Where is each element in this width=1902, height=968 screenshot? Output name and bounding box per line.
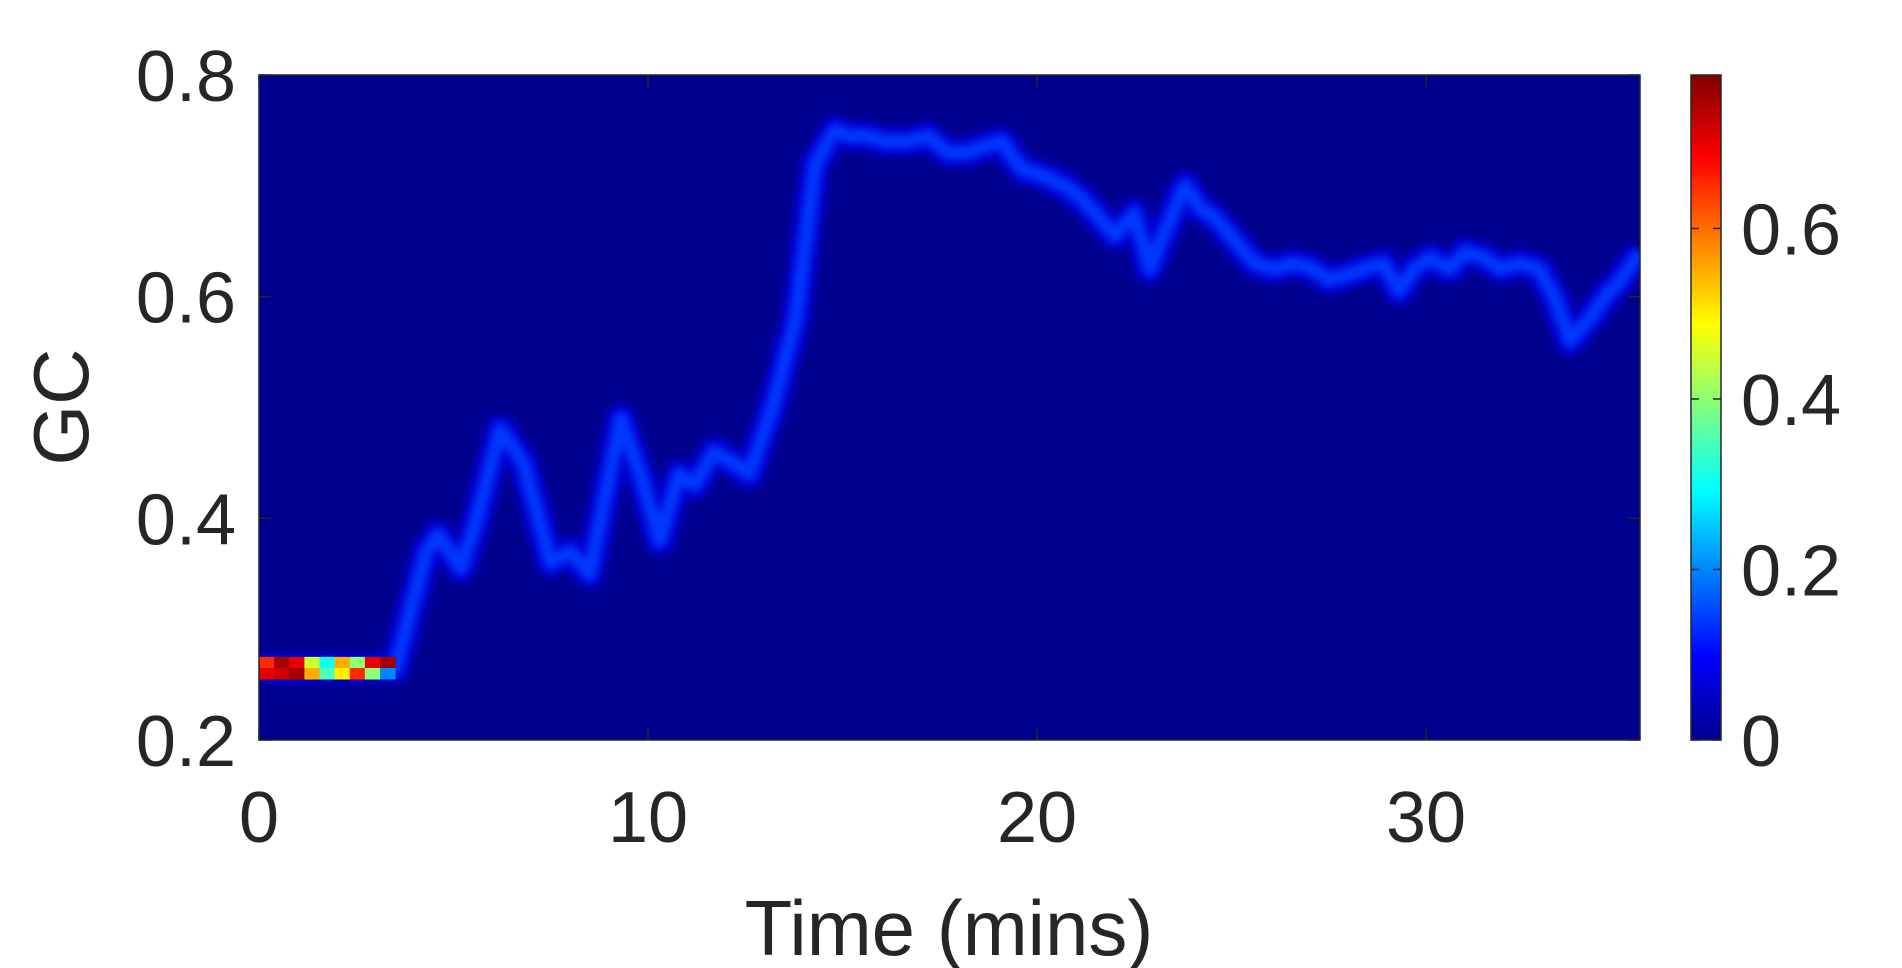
x-axis-label: Time (mins) xyxy=(745,884,1154,968)
heatmap-background xyxy=(259,75,1640,740)
initial-cell xyxy=(364,668,381,680)
initial-segment xyxy=(259,656,396,680)
initial-cell xyxy=(380,668,396,680)
colorbar-tick-label: 0 xyxy=(1741,702,1781,782)
initial-cell xyxy=(364,656,381,669)
initial-cell xyxy=(289,656,305,669)
band-core xyxy=(259,123,1640,675)
initial-cell xyxy=(349,656,366,669)
x-tick-label: 0 xyxy=(239,778,279,858)
initial-cell xyxy=(334,668,351,680)
colorbar-tick-label: 0.6 xyxy=(1741,190,1841,270)
y-axis-label: GC xyxy=(17,349,105,466)
initial-cell xyxy=(319,668,336,680)
initial-cell xyxy=(259,656,275,669)
initial-cell xyxy=(334,656,351,669)
y-tick-label: 0.8 xyxy=(136,37,236,117)
colorbar-ticks: 0 0.2 0.4 0.6 xyxy=(1691,190,1841,782)
initial-cell xyxy=(274,668,290,680)
y-tick-label: 0.6 xyxy=(136,259,236,339)
colorbar-tick-label: 0.4 xyxy=(1741,361,1841,441)
initial-cell xyxy=(304,656,321,669)
initial-cell xyxy=(259,668,275,680)
initial-cell xyxy=(380,656,396,669)
plot-frame xyxy=(258,74,1641,741)
colorbar-tick-label: 0.2 xyxy=(1741,531,1841,611)
colorbar: 0 0.2 0.4 0.6 xyxy=(1690,74,1841,782)
density-band xyxy=(259,115,1640,683)
plot-area xyxy=(258,74,1641,741)
x-tick-label: 30 xyxy=(1386,778,1466,858)
initial-cell xyxy=(349,668,366,680)
initial-cell xyxy=(289,668,305,680)
y-tick-label: 0.2 xyxy=(136,702,236,782)
initial-cell xyxy=(304,668,321,680)
x-tick-label: 20 xyxy=(997,778,1077,858)
x-axis: 0 10 20 30 xyxy=(239,75,1466,858)
colorbar-gradient xyxy=(1690,74,1722,741)
initial-cell xyxy=(274,656,290,669)
x-tick-label: 10 xyxy=(608,778,688,858)
y-axis: 0.2 0.4 0.6 0.8 xyxy=(136,37,1640,782)
initial-cell xyxy=(319,656,336,669)
y-tick-label: 0.4 xyxy=(136,480,236,560)
